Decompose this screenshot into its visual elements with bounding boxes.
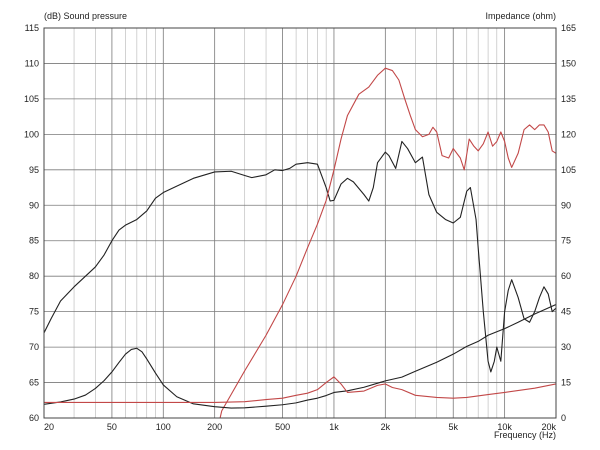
x-tick-label: 1k bbox=[329, 422, 339, 432]
left-axis-title: (dB) Sound pressure bbox=[44, 11, 127, 21]
x-tick-label: 50 bbox=[107, 422, 117, 432]
left-tick-label: 65 bbox=[29, 378, 39, 388]
right-tick-label: 45 bbox=[561, 307, 571, 317]
right-tick-label: 15 bbox=[561, 378, 571, 388]
right-tick-label: 120 bbox=[561, 129, 576, 139]
right-tick-label: 60 bbox=[561, 271, 571, 281]
left-tick-label: 100 bbox=[24, 129, 39, 139]
x-axis-ticks: 20 50 100 200 500 1k 2k 5k 10k 20k bbox=[44, 422, 556, 432]
x-tick-label: 10k bbox=[497, 422, 512, 432]
right-axis-ticks: 0 15 30 45 60 75 90 105 120 135 150 165 bbox=[561, 23, 576, 423]
right-tick-label: 75 bbox=[561, 236, 571, 246]
left-tick-label: 70 bbox=[29, 342, 39, 352]
x-tick-label: 2k bbox=[381, 422, 391, 432]
series-line-2 bbox=[219, 67, 556, 418]
left-tick-label: 75 bbox=[29, 307, 39, 317]
right-tick-label: 135 bbox=[561, 94, 576, 104]
left-tick-label: 90 bbox=[29, 200, 39, 210]
x-tick-label: 20k bbox=[541, 422, 556, 432]
left-tick-label: 95 bbox=[29, 165, 39, 175]
x-tick-label: 5k bbox=[448, 422, 458, 432]
right-tick-label: 90 bbox=[561, 200, 571, 210]
right-axis-title: Impedance (ohm) bbox=[485, 11, 556, 21]
left-tick-label: 105 bbox=[24, 94, 39, 104]
left-tick-label: 85 bbox=[29, 236, 39, 246]
series-layer bbox=[44, 67, 556, 418]
left-tick-label: 80 bbox=[29, 271, 39, 281]
left-tick-label: 115 bbox=[25, 23, 39, 33]
series-line-4 bbox=[44, 376, 556, 403]
right-tick-label: 105 bbox=[561, 165, 576, 175]
x-tick-label: 20 bbox=[44, 422, 54, 432]
left-tick-label: 60 bbox=[29, 413, 39, 423]
right-tick-label: 150 bbox=[561, 58, 576, 68]
right-tick-label: 30 bbox=[561, 342, 571, 352]
x-tick-label: 500 bbox=[275, 422, 290, 432]
x-axis-title: Frequency (Hz) bbox=[494, 430, 556, 440]
x-tick-label: 100 bbox=[156, 422, 171, 432]
series-line-1 bbox=[44, 140, 556, 373]
left-axis-ticks: 60 65 70 75 80 85 90 95 100 105 110 115 bbox=[24, 23, 39, 423]
series-line-3 bbox=[44, 304, 556, 409]
x-tick-label: 200 bbox=[207, 422, 222, 432]
left-tick-label: 110 bbox=[25, 58, 39, 68]
plot-frame bbox=[43, 27, 557, 419]
right-tick-label: 0 bbox=[561, 413, 566, 423]
right-tick-label: 165 bbox=[561, 23, 576, 33]
